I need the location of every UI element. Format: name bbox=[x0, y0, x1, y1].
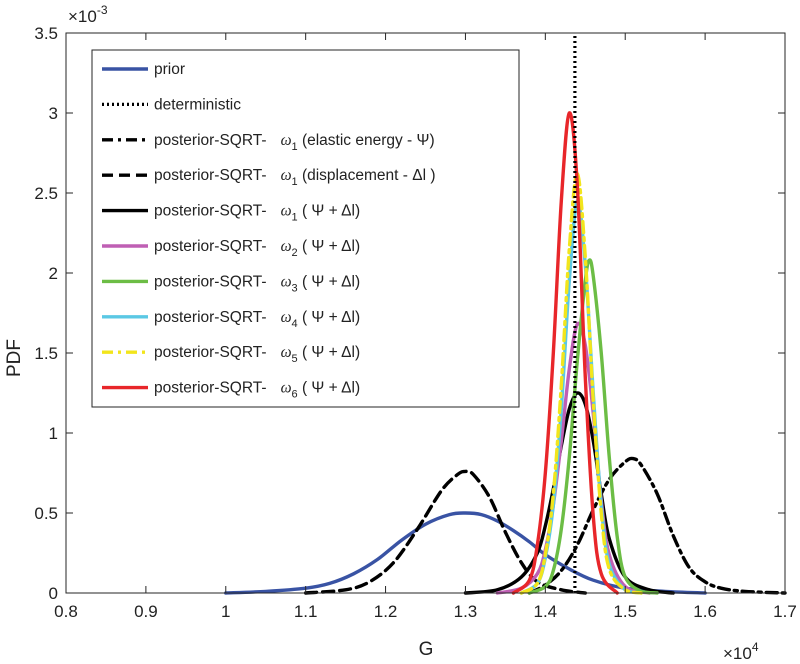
legend-entry: posterior-SQRT-ω1 (elastic energy - Ψ) bbox=[102, 132, 435, 153]
x-tick-label: 1.3 bbox=[454, 602, 478, 621]
axes-layer: 0.8 0.9 1 1.1 1.2 1.3 1.4 1.5 1.6 1.7 0 0.5 1 1.5 2 2.5… bbox=[34, 24, 796, 621]
series-line-9 bbox=[511, 111, 619, 595]
y-exponent-power: -3 bbox=[97, 3, 108, 17]
legend-entry: deterministic bbox=[102, 96, 241, 113]
series-line-2 bbox=[527, 456, 787, 595]
x-tick-label: 0.8 bbox=[54, 602, 78, 621]
x-tick-label: 1 bbox=[221, 602, 230, 621]
legend-label: posterior-SQRT-ω5 ( Ψ + Δl) bbox=[154, 344, 360, 365]
legend-entry: posterior-SQRT-ω3 ( Ψ + Δl) bbox=[102, 273, 360, 294]
y-tick-label: 3 bbox=[49, 104, 58, 123]
legend-label: deterministic bbox=[154, 96, 241, 113]
y-axis-exponent: ×10-3 bbox=[68, 3, 108, 26]
legend-label: prior bbox=[154, 61, 185, 78]
x-tick-label: 1.2 bbox=[374, 602, 398, 621]
y-tick-label: 0.5 bbox=[34, 504, 58, 523]
x-axis-label: G bbox=[419, 639, 434, 660]
x-tick-label: 1.6 bbox=[693, 602, 717, 621]
y-axis-label: PDF bbox=[4, 339, 25, 377]
legend-entry: posterior-SQRT-ω1 (displacement - Δl ) bbox=[102, 167, 435, 188]
y-tick-label: 2.5 bbox=[34, 184, 58, 203]
legend-entry: posterior-SQRT-ω6 ( Ψ + Δl) bbox=[102, 380, 360, 401]
x-exponent-power: 4 bbox=[752, 640, 759, 654]
svg-text:×10-3: ×10-3 bbox=[68, 3, 108, 26]
x-axis-exponent: ×104 bbox=[723, 640, 759, 663]
x-tick-label: 0.9 bbox=[134, 602, 158, 621]
legend-entry: posterior-SQRT-ω2 ( Ψ + Δl) bbox=[102, 238, 360, 259]
legend-entry: prior bbox=[102, 61, 185, 78]
legend-box bbox=[91, 49, 520, 408]
legend-label: posterior-SQRT-ω6 ( Ψ + Δl) bbox=[154, 380, 360, 401]
x-tick-label: 1.4 bbox=[534, 602, 558, 621]
y-tick-label: 3.5 bbox=[34, 24, 58, 43]
y-tick-label: 1 bbox=[49, 424, 58, 443]
y-tick-label: 0 bbox=[49, 584, 58, 603]
legend-label: posterior-SQRT-ω1 (elastic energy - Ψ) bbox=[154, 132, 435, 153]
x-exponent-base: ×10 bbox=[723, 644, 752, 663]
legend: prior deterministic posterior-SQRT-ω1 (ela… bbox=[91, 49, 520, 408]
legend-entry: posterior-SQRT-ω4 ( Ψ + Δl) bbox=[102, 309, 360, 330]
axes-frame bbox=[65, 32, 786, 594]
svg-text:×104: ×104 bbox=[723, 640, 759, 663]
legend-label: posterior-SQRT-ω4 ( Ψ + Δl) bbox=[154, 309, 360, 330]
y-tick-label: 2 bbox=[49, 264, 58, 283]
x-tick-label: 1.7 bbox=[773, 602, 797, 621]
legend-label: posterior-SQRT-ω1 ( Ψ + Δl) bbox=[154, 203, 360, 224]
series-line-6 bbox=[527, 258, 659, 595]
series-line-0 bbox=[224, 511, 707, 595]
legend-label: posterior-SQRT-ω3 ( Ψ + Δl) bbox=[154, 273, 360, 294]
x-tick-label: 1.1 bbox=[294, 602, 318, 621]
legend-label: posterior-SQRT-ω1 (displacement - Δl ) bbox=[154, 167, 435, 188]
legend-entry: posterior-SQRT-ω5 ( Ψ + Δl) bbox=[102, 344, 360, 365]
series-layer bbox=[224, 33, 787, 595]
y-exponent-base: ×10 bbox=[68, 7, 97, 26]
legend-label: posterior-SQRT-ω2 ( Ψ + Δl) bbox=[154, 238, 360, 259]
x-tick-label: 1.5 bbox=[613, 602, 637, 621]
legend-entry: posterior-SQRT-ω1 ( Ψ + Δl) bbox=[102, 203, 360, 224]
y-tick-label: 1.5 bbox=[34, 344, 58, 363]
